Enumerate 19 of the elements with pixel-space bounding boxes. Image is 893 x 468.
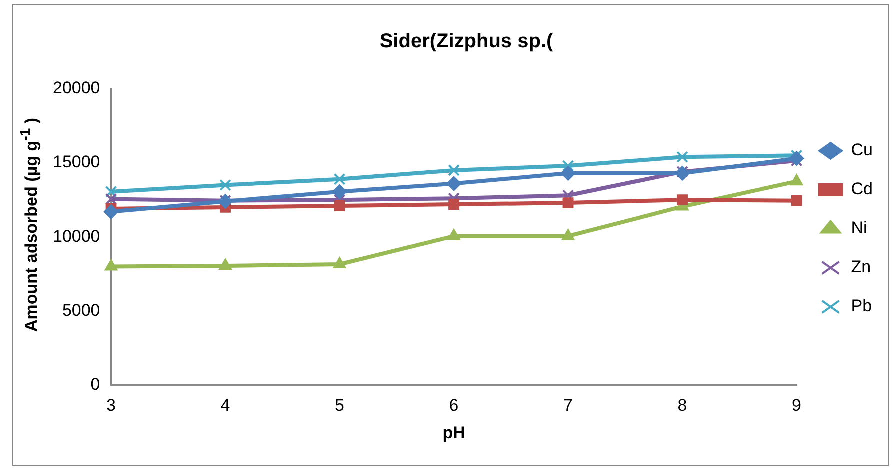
x-tick-label: 7	[564, 396, 574, 416]
y-tick-label: 15000	[52, 152, 100, 172]
x-tick-label: 6	[449, 396, 459, 416]
x-tick-label: 9	[792, 396, 802, 416]
legend-label: Ni	[851, 218, 868, 238]
legend-label: Zn	[851, 258, 872, 277]
x-tick-label: 8	[678, 396, 688, 416]
legend-label: Cd	[851, 180, 874, 199]
chart-title: Sider(Zizphus sp.(	[380, 30, 554, 53]
x-axis-title: pH	[442, 423, 466, 442]
y-tick-label: 5000	[62, 300, 100, 320]
y-tick-label: 20000	[52, 78, 100, 98]
x-tick-label: 4	[220, 396, 230, 416]
x-tick-label: 3	[106, 396, 116, 416]
legend-label: Cu	[851, 140, 874, 160]
x-tick-label: 5	[335, 396, 345, 416]
y-tick-label: 0	[90, 374, 100, 394]
y-tick-label: 10000	[52, 226, 100, 246]
legend-label: Pb	[851, 296, 872, 316]
